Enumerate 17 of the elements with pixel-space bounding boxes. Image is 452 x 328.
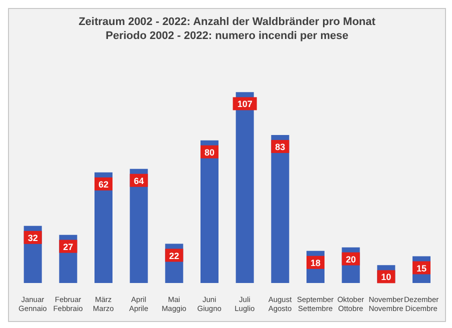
bar xyxy=(271,134,290,283)
chart-title: Zeitraum 2002 - 2022: Anzahl der Waldbränder pro Monat xyxy=(78,15,376,29)
data-label: 22 xyxy=(169,250,180,261)
bar xyxy=(200,140,218,283)
bar xyxy=(130,168,148,283)
data-label: 18 xyxy=(310,258,321,268)
data-label: 64 xyxy=(134,176,144,186)
data-label: 20 xyxy=(346,254,356,264)
data-label: 80 xyxy=(204,147,215,158)
chart-subtitle: Periodo 2002 - 2022: numero incendi per mese xyxy=(104,29,350,43)
data-label: 62 xyxy=(98,179,109,190)
data-label: 107 xyxy=(237,99,252,110)
data-label: 83 xyxy=(275,142,286,152)
data-label: 10 xyxy=(381,272,392,282)
data-label: 32 xyxy=(28,232,38,243)
data-label: 15 xyxy=(416,263,427,274)
data-label: 27 xyxy=(63,242,74,252)
